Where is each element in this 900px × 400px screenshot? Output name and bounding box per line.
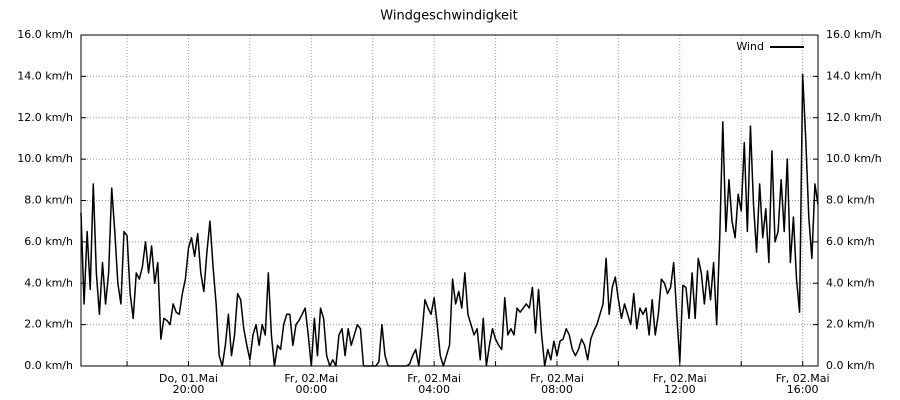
y-tick-label: 4.0 km/h (24, 276, 73, 289)
y2-tick-label: 12.0 km/h (826, 111, 882, 124)
x-tick-label: 12:00 (664, 383, 696, 396)
y-tick-label: 0.0 km/h (24, 359, 73, 372)
x-tick-label: 00:00 (295, 383, 327, 396)
x-tick-label: Fr, 02.Mai (284, 372, 338, 385)
y2-tick-label: 2.0 km/h (826, 318, 875, 331)
y-tick-label: 16.0 km/h (17, 28, 73, 41)
x-tick-label: Fr, 02.Mai (653, 372, 707, 385)
x-tick-label: Do, 01.Mai (159, 372, 218, 385)
y-tick-label: 2.0 km/h (24, 318, 73, 331)
y-tick-label: 10.0 km/h (17, 152, 73, 165)
y2-tick-label: 8.0 km/h (826, 194, 875, 207)
x-tick-label: 16:00 (787, 383, 819, 396)
y2-tick-label: 0.0 km/h (826, 359, 875, 372)
y-tick-label: 8.0 km/h (24, 194, 73, 207)
chart-title: Windgeschwindigkeit (380, 9, 517, 24)
y2-tick-label: 4.0 km/h (826, 276, 875, 289)
y-tick-label: 6.0 km/h (24, 235, 73, 248)
y2-tick-label: 6.0 km/h (826, 235, 875, 248)
x-tick-label: 04:00 (418, 383, 450, 396)
y-tick-label: 14.0 km/h (17, 69, 73, 82)
y-tick-label: 12.0 km/h (17, 111, 73, 124)
y2-tick-label: 14.0 km/h (826, 69, 882, 82)
x-tick-label: 08:00 (541, 383, 573, 396)
x-tick-label: Fr, 02.Mai (530, 372, 584, 385)
legend-label: Wind (736, 40, 764, 53)
y2-tick-label: 10.0 km/h (826, 152, 882, 165)
x-tick-label: 20:00 (173, 383, 205, 396)
y2-tick-label: 16.0 km/h (826, 28, 882, 41)
line (80, 73, 819, 367)
x-tick-label: Fr, 02.Mai (407, 372, 461, 385)
x-tick-label: Fr, 02.Mai (776, 372, 830, 385)
